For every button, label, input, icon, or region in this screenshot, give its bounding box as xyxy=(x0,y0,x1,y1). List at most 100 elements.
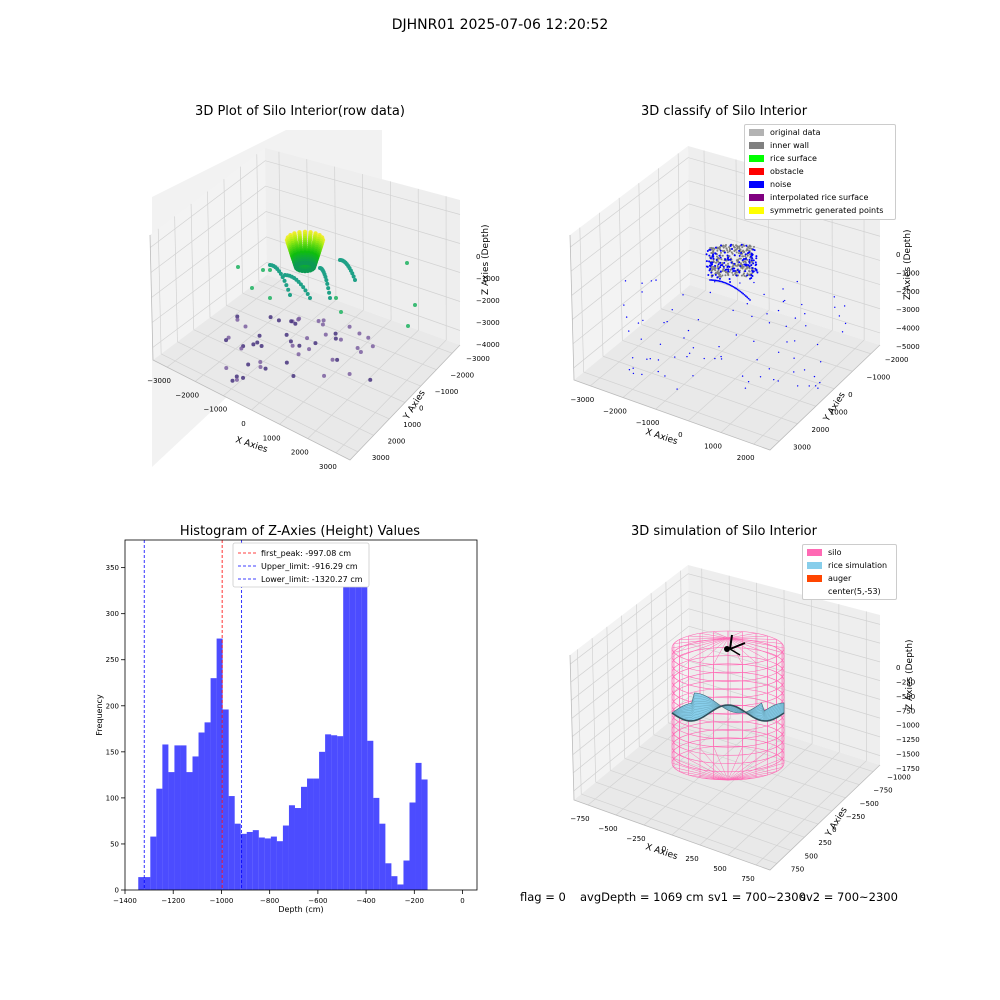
simulation-plot-title: 3D simulation of Silo Interior xyxy=(631,524,817,539)
histogram-bar xyxy=(313,778,320,890)
histogram-legend-label: Lower_limit: -1320.27 cm xyxy=(261,575,363,584)
classify-legend-item: original data xyxy=(749,128,820,140)
histogram-x-tick: −200 xyxy=(405,897,424,905)
simulation-legend-swatch xyxy=(807,562,822,569)
histogram-bar xyxy=(294,808,301,890)
histogram-bar xyxy=(174,745,181,890)
simulation-z-tick: −750 xyxy=(896,707,915,715)
histogram-y-tick: 350 xyxy=(106,564,119,572)
histogram-legend-label: Upper_limit: -916.29 cm xyxy=(261,562,358,571)
histogram-bar xyxy=(379,823,386,890)
classify-legend-swatch xyxy=(749,142,764,149)
simulation-legend: silo rice simulation auger center(5,-53) xyxy=(802,544,897,600)
histogram-bar xyxy=(210,678,217,890)
histogram-bar xyxy=(204,722,211,890)
classify-legend-item: symmetric generated points xyxy=(749,206,883,218)
raw-y-tick: −1000 xyxy=(435,388,459,396)
histogram-bar xyxy=(409,802,416,890)
raw-z-tick: −1000 xyxy=(476,275,500,283)
histogram-legend-label: first_peak: -997.08 cm xyxy=(261,549,351,558)
histogram-bar xyxy=(198,732,205,890)
histogram-x-tick: −1200 xyxy=(161,897,185,905)
histogram-bar xyxy=(282,825,289,890)
simulation-3d-plot: −750−500−25002505007507505002500−250−500… xyxy=(569,565,920,883)
histogram-x-tick: −600 xyxy=(308,897,327,905)
raw-y-tick: 0 xyxy=(419,405,423,413)
histogram-y-tick: 150 xyxy=(106,748,119,756)
classify-legend-swatch xyxy=(749,155,764,162)
raw-z-label: Z Axies (Depth) xyxy=(481,224,491,295)
histogram-bar xyxy=(373,797,380,890)
simulation-x-tick: 0 xyxy=(662,845,666,853)
simulation-ticks: −750−500−25002505007507505002500−250−500… xyxy=(570,664,919,883)
rice-surface xyxy=(671,692,785,722)
raw-x-tick: −3000 xyxy=(147,377,171,385)
raw-z-tick: 0 xyxy=(476,253,480,261)
classify-legend-item: interpolated rice surface xyxy=(749,193,868,205)
simulation-legend-item: rice simulation xyxy=(807,561,887,573)
simulation-x-tick: −750 xyxy=(570,815,589,823)
histogram-bar xyxy=(246,831,253,890)
flag-text: flag = 0 xyxy=(520,890,566,904)
simulation-y-tick: −1000 xyxy=(887,774,911,782)
classify-legend-label: inner wall xyxy=(770,141,810,150)
simulation-z-tick: −1250 xyxy=(896,736,920,744)
histogram-bar xyxy=(403,860,410,890)
raw-y-tick: 2000 xyxy=(388,437,406,445)
status-footer: flag = 0 avgDepth = 1069 cm sv1 = 700~23… xyxy=(0,890,1000,906)
simulation-legend-swatch xyxy=(807,575,822,582)
raw-grid xyxy=(149,148,461,461)
histogram-bar xyxy=(156,788,163,890)
histogram-bar xyxy=(397,884,404,890)
simulation-x-tick: −500 xyxy=(598,825,617,833)
histogram-bar xyxy=(325,734,332,890)
histogram-title: Histogram of Z-Axies (Height) Values xyxy=(179,524,421,539)
histogram-bars xyxy=(138,557,428,890)
histogram-x-tick: −800 xyxy=(260,897,279,905)
avg-depth-text: avgDepth = 1069 cm xyxy=(580,890,704,904)
raw-ticks: −3000 −2000 −1000 0 1000 2000 3000 3000 2000 1000… xyxy=(147,253,499,471)
histogram-bar xyxy=(222,709,229,890)
simulation-legend-item: auger xyxy=(807,574,851,586)
simulation-legend-item: silo xyxy=(807,548,842,560)
raw-x-tick: 1000 xyxy=(263,434,281,442)
histogram-bar xyxy=(264,838,271,890)
histogram-y-tick: 250 xyxy=(106,656,119,664)
simulation-z-tick: −250 xyxy=(896,679,915,687)
simulation-legend-item: center(5,-53) xyxy=(807,587,881,599)
simulation-y-tick: 250 xyxy=(818,839,831,847)
simulation-z-tick: −1500 xyxy=(896,750,920,758)
classify-legend-swatch xyxy=(749,129,764,136)
raw-x-tick: −1000 xyxy=(204,406,228,414)
histogram-frame xyxy=(124,539,478,891)
classify-x-tick: 1000 xyxy=(704,443,722,451)
classify-z-tick: −5000 xyxy=(896,343,920,351)
raw-z-tick: −4000 xyxy=(476,341,500,349)
histogram-x-tick: −1400 xyxy=(113,897,137,905)
histogram-y-label: Frequency xyxy=(95,694,104,736)
classify-legend-label: obstacle xyxy=(770,167,804,176)
classify-x-tick: 0 xyxy=(678,431,682,439)
histogram-bar xyxy=(192,756,199,890)
histogram-bar xyxy=(270,836,277,890)
classify-ticks: −3000 −2000 −1000 0 1000 2000 3000 2000 1000 0 −10… xyxy=(570,251,919,462)
raw-y-tick: 3000 xyxy=(372,454,390,462)
histogram-bar xyxy=(216,638,223,890)
raw-plot-title: 3D Plot of Silo Interior(row data) xyxy=(195,104,405,119)
classify-legend-item: rice surface xyxy=(749,154,817,166)
histogram-lines xyxy=(143,540,243,890)
histogram-bar xyxy=(276,841,283,890)
classify-legend-label: interpolated rice surface xyxy=(770,193,869,202)
classify-x-tick: −1000 xyxy=(636,419,660,427)
simulation-y-tick: 750 xyxy=(791,865,804,873)
sv2-text: sv2 = 700~2300 xyxy=(800,890,898,904)
simulation-y-tick: 0 xyxy=(832,826,836,834)
classify-points xyxy=(623,243,847,390)
histogram-bar xyxy=(138,877,145,890)
classify-legend-label: symmetric generated points xyxy=(770,206,884,215)
raw-3d-plot: −3000 −2000 −1000 0 1000 2000 3000 3000 2000 1000… xyxy=(147,130,500,471)
auger-marker xyxy=(724,634,746,656)
classify-z-tick: −4000 xyxy=(896,325,920,333)
simulation-y-tick: −500 xyxy=(860,800,879,808)
simulation-y-tick: −250 xyxy=(846,813,865,821)
